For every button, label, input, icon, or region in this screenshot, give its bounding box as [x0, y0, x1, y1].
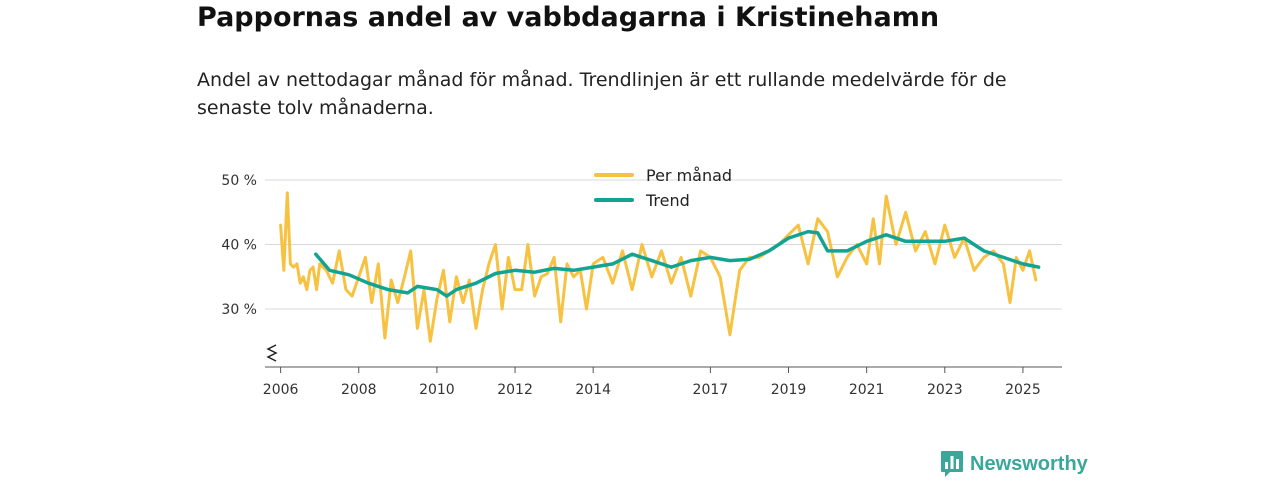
chart-title: Pappornas andel av vabbdagarna i Kristin… — [197, 2, 940, 33]
legend-label-per-manad: Per månad — [646, 166, 732, 185]
x-tick-label: 2014 — [575, 382, 611, 398]
x-tick-label: 2025 — [1005, 382, 1041, 398]
newsworthy-logo: Newsworthy — [940, 450, 1088, 478]
bar-chart-bubble-icon — [941, 451, 963, 477]
x-tick-label: 2019 — [771, 382, 807, 398]
brand-name: Newsworthy — [970, 452, 1088, 475]
series-line-trend — [314, 229, 1041, 298]
y-axis: 30 % 40 % 50 % — [221, 173, 257, 318]
legend-label-trend: Trend — [645, 191, 690, 210]
chart-subtitle: Andel av nettodagar månad för månad. Tre… — [197, 69, 1007, 119]
x-tick-label: 2017 — [693, 382, 729, 398]
x-tick-label: 2021 — [849, 382, 885, 398]
x-tick-label: 2023 — [927, 382, 963, 398]
axis-break-icon — [266, 344, 278, 362]
legend: Per månad Trend — [594, 166, 732, 210]
y-tick-label: 40 % — [221, 238, 257, 254]
y-tick-label: 30 % — [221, 302, 257, 318]
x-tick-label: 2008 — [341, 382, 377, 398]
series-line-per-manad — [279, 191, 1038, 343]
x-tick-label: 2012 — [497, 382, 533, 398]
x-tick-label: 2006 — [263, 382, 299, 398]
series-lines — [279, 191, 1041, 343]
x-tick-label: 2010 — [419, 382, 455, 398]
y-tick-label: 50 % — [221, 173, 257, 189]
x-axis: 2006 2008 2010 2012 2014 2017 2019 2021 2023 2025 — [263, 344, 1062, 398]
